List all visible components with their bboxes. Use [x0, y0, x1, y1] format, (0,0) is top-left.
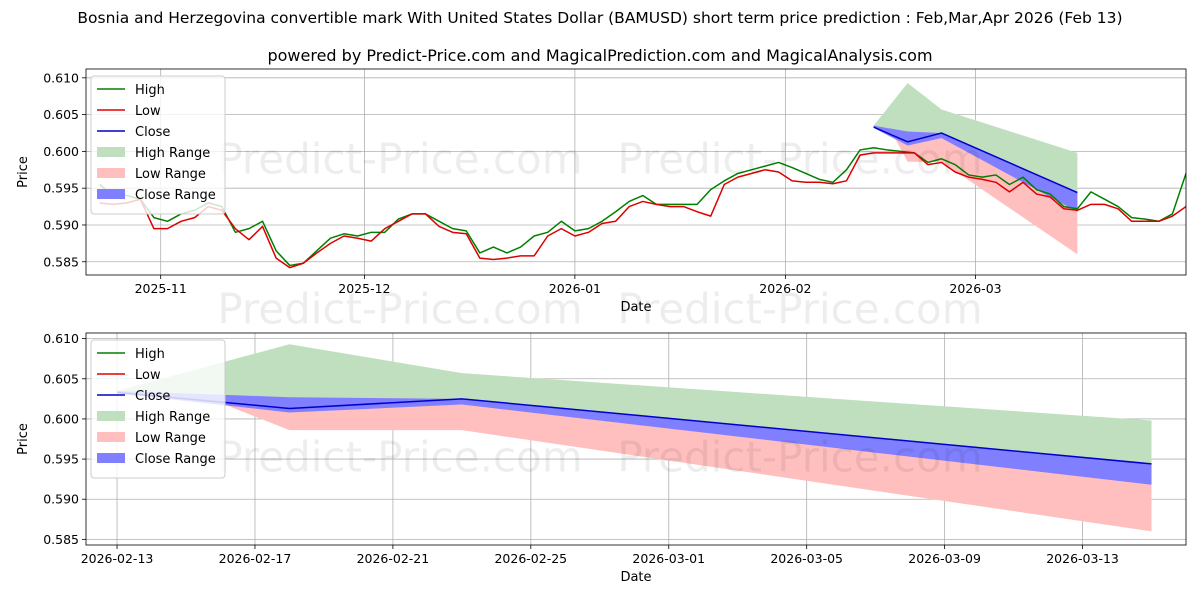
- y-tick-label: 0.600: [43, 144, 79, 159]
- y-axis-label: Price: [16, 423, 31, 455]
- x-tick-label: 2026-02-17: [219, 551, 292, 566]
- legend-item: Low: [97, 368, 161, 383]
- close-range-area: [873, 125, 1078, 212]
- legend-label: High: [135, 347, 165, 362]
- x-tick-label: 2026-01: [549, 281, 601, 296]
- y-tick-label: 0.590: [43, 217, 79, 232]
- plot-area: [99, 82, 1186, 269]
- plot-frame: [85, 68, 1187, 276]
- legend-swatch-patch: [97, 411, 125, 421]
- x-tick-label: 2026-03-01: [632, 551, 705, 566]
- legend-label: Low Range: [135, 431, 206, 446]
- legend-item: Close Range: [97, 188, 216, 203]
- legend-label: High Range: [135, 410, 210, 425]
- legend-item: Close Range: [97, 452, 216, 467]
- legend-item: Close: [97, 389, 170, 404]
- y-tick-label: 0.585: [43, 254, 79, 269]
- y-tick-label: 0.610: [43, 70, 79, 85]
- chart-panel-2: Predict-Price.com Predict-Price.com 2026-0…: [16, 331, 1187, 585]
- watermark: Predict-Price.com: [217, 135, 582, 184]
- legend-item: High: [97, 347, 165, 362]
- legend-label: High: [135, 83, 165, 98]
- low-line: [99, 152, 1186, 269]
- chart-subtitle: powered by Predict-Price.com and Magical…: [267, 46, 933, 65]
- x-tick-label: 2026-02-21: [357, 551, 430, 566]
- y-tick-label: 0.590: [43, 492, 79, 507]
- legend-item: Low Range: [97, 167, 206, 182]
- low-range-area: [117, 390, 1152, 532]
- y-tick-label: 0.600: [43, 411, 79, 426]
- legend-swatch-patch: [97, 189, 125, 199]
- x-tick-label: 2026-03: [949, 281, 1001, 296]
- x-tick-label: 2026-03-05: [770, 551, 843, 566]
- legend: High Low Close High Range Low Range Close Ran…: [90, 339, 226, 479]
- x-tick-label: 2026-03-13: [1046, 551, 1119, 566]
- x-tick-label: 2025-11: [135, 281, 187, 296]
- legend-label: Close Range: [135, 188, 216, 203]
- x-axis-label: Date: [620, 570, 651, 585]
- legend-label: Low: [135, 104, 161, 119]
- y-tick-label: 0.610: [43, 331, 79, 346]
- legend-item: High Range: [97, 410, 210, 425]
- x-tick-label: 2026-02-25: [494, 551, 567, 566]
- legend-item: High: [97, 83, 165, 98]
- watermark: Predict-Price.com: [217, 285, 582, 334]
- y-tick-label: 0.595: [43, 452, 79, 467]
- legend-label: Low Range: [135, 167, 206, 182]
- legend-item: Close: [97, 125, 170, 140]
- y-tick-label: 0.605: [43, 371, 79, 386]
- high-line: [99, 146, 1186, 267]
- watermark: Predict-Price.com: [617, 285, 982, 334]
- legend-swatch-patch: [97, 432, 125, 442]
- legend-item: Low: [97, 104, 161, 119]
- y-tick-label: 0.595: [43, 181, 79, 196]
- legend-label: High Range: [135, 146, 210, 161]
- watermark: Predict-Price.com: [217, 433, 582, 482]
- y-tick-label: 0.585: [43, 532, 79, 547]
- chart-title: Bosnia and Herzegovina convertible mark …: [77, 9, 1123, 27]
- legend-label: Low: [135, 368, 161, 383]
- x-tick-label: 2026-02-13: [81, 551, 154, 566]
- plot-frame: [85, 332, 1187, 546]
- legend-swatch-patch: [97, 168, 125, 178]
- watermark: Predict-Price.com: [617, 433, 982, 482]
- legend-item: High Range: [97, 146, 210, 161]
- x-tick-label: 2026-03-09: [908, 551, 981, 566]
- chart-panel-1: Predict-Price.com Predict-Price.com Predic…: [16, 68, 1187, 334]
- legend-item: Low Range: [97, 431, 206, 446]
- legend-swatch-patch: [97, 147, 125, 157]
- y-axis-label: Price: [16, 156, 31, 188]
- legend-label: Close: [135, 125, 170, 140]
- x-axis-label: Date: [620, 300, 651, 315]
- legend-label: Close Range: [135, 452, 216, 467]
- watermark: Predict-Price.com: [617, 135, 982, 184]
- x-tick-label: 2026-02: [759, 281, 811, 296]
- legend-label: Close: [135, 389, 170, 404]
- low-range-area: [873, 125, 1078, 255]
- legend-swatch-patch: [97, 453, 125, 463]
- x-tick-label: 2025-12: [338, 281, 390, 296]
- y-tick-label: 0.605: [43, 107, 79, 122]
- legend: High Low Close High Range Low Range Close Ran…: [90, 75, 226, 215]
- close-line: [873, 126, 1078, 194]
